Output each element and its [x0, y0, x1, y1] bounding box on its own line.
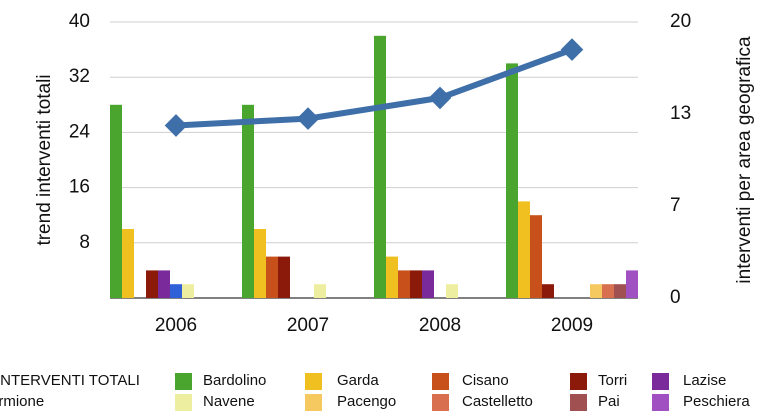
bar — [398, 270, 410, 298]
legend-label: Pacengo — [337, 393, 396, 410]
legend-label: INTERVENTI TOTALI — [0, 372, 140, 389]
bar — [146, 270, 158, 298]
bar — [374, 35, 386, 299]
y2-tick-label: 7 — [670, 195, 681, 216]
bar — [170, 284, 182, 298]
legend-label: Cisano — [462, 372, 509, 389]
bar — [410, 270, 422, 298]
bar — [614, 284, 626, 298]
x-tick-label: 2009 — [551, 315, 593, 336]
legend-label: Garda — [337, 372, 379, 389]
x-tick-label: 2008 — [419, 315, 461, 336]
bar — [182, 284, 194, 298]
y-tick-label: 16 — [69, 177, 90, 198]
line — [175, 46, 574, 129]
legend-label: Navene — [203, 393, 255, 410]
y2-axis-title: interventi per area geografica — [734, 36, 755, 284]
legend-swatch — [432, 373, 449, 390]
bar — [266, 256, 278, 298]
y2-tick-label: 0 — [670, 287, 681, 308]
legend-label: Lazise — [683, 372, 726, 389]
y-tick-label: 40 — [69, 11, 90, 32]
bar — [530, 215, 542, 298]
y2-tick-label: 20 — [670, 11, 691, 32]
legend-label: Castelletto — [462, 393, 533, 410]
legend-swatch — [175, 394, 192, 411]
bar — [518, 201, 530, 298]
bar — [422, 270, 434, 298]
y2-tick-label: 13 — [670, 103, 691, 124]
x-tick-label: 2007 — [287, 315, 329, 336]
legend-swatch — [305, 373, 322, 390]
legend-swatch — [570, 373, 587, 390]
legend-label: Torri — [598, 372, 627, 389]
legend-swatch — [570, 394, 587, 411]
bar — [386, 256, 398, 298]
y-tick-label: 32 — [69, 66, 90, 87]
bar — [242, 104, 254, 298]
bar — [110, 104, 122, 298]
bar — [590, 284, 602, 298]
bar — [506, 63, 518, 299]
legend-swatch — [652, 394, 669, 411]
marker — [428, 86, 452, 110]
legend-label: Peschiera — [683, 393, 750, 410]
legend-label: Sirmione — [0, 393, 44, 410]
bar — [158, 270, 170, 298]
y-axis-title: trend interventi totali — [34, 74, 55, 245]
bar — [446, 284, 458, 298]
bar — [122, 229, 134, 298]
legend-swatch — [175, 373, 192, 390]
legend-swatch — [652, 373, 669, 390]
legend-label: Pai — [598, 393, 620, 410]
legend-swatch — [432, 394, 449, 411]
bar — [314, 284, 326, 298]
bar — [278, 256, 290, 298]
y-tick-label: 8 — [79, 232, 90, 253]
marker — [560, 38, 584, 61]
bar — [626, 270, 638, 298]
legend-label: Bardolino — [203, 372, 266, 389]
y-tick-label: 24 — [69, 121, 91, 142]
legend-swatch — [305, 394, 322, 411]
marker — [164, 114, 188, 137]
bar — [254, 229, 266, 298]
marker — [296, 107, 320, 130]
bar — [542, 284, 554, 298]
bar — [602, 284, 614, 298]
x-tick-label: 2006 — [155, 315, 197, 336]
